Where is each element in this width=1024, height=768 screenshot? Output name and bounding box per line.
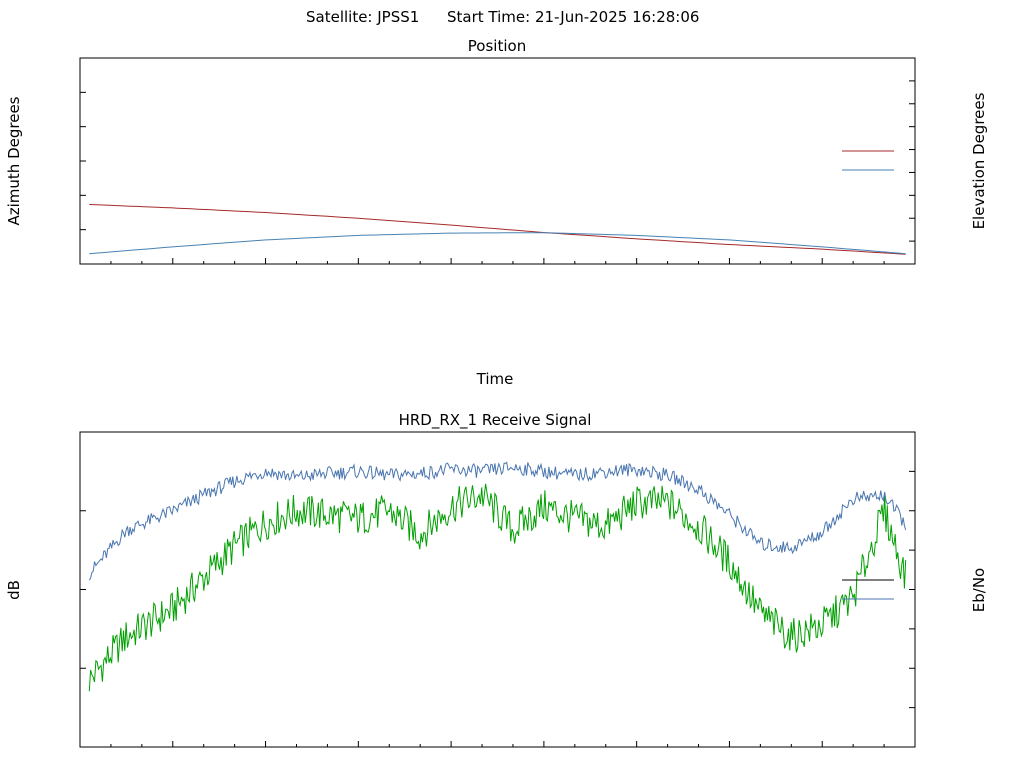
signal-chart-title: HRD_RX_1 Receive Signal bbox=[399, 411, 592, 430]
receive-signal-chart: HRD_RX_1 Receive Signal dB Eb/No bbox=[5, 411, 988, 748]
position-y-axis-label: Azimuth Degrees bbox=[5, 96, 23, 225]
plot-frame bbox=[79, 431, 916, 748]
start-time-label: Start Time: 21-Jun-2025 16:28:06 bbox=[447, 8, 699, 26]
series-line-elevation bbox=[89, 232, 906, 255]
signal-y2-axis-label: Eb/No bbox=[970, 568, 988, 612]
position-chart-title: Position bbox=[468, 37, 526, 55]
series-line-ebno bbox=[88, 461, 907, 581]
satellite-label: Satellite: JPSS1 bbox=[306, 8, 419, 26]
position-x-axis-label: Time bbox=[476, 370, 514, 388]
series-line-azimuth bbox=[89, 204, 906, 255]
position-chart: Position Time Azimuth Degrees Elevation … bbox=[5, 37, 988, 388]
position-y2-axis-label: Elevation Degrees bbox=[970, 92, 988, 229]
signal-y-axis-label: dB bbox=[5, 580, 23, 600]
series-line-signal-level bbox=[88, 483, 907, 692]
